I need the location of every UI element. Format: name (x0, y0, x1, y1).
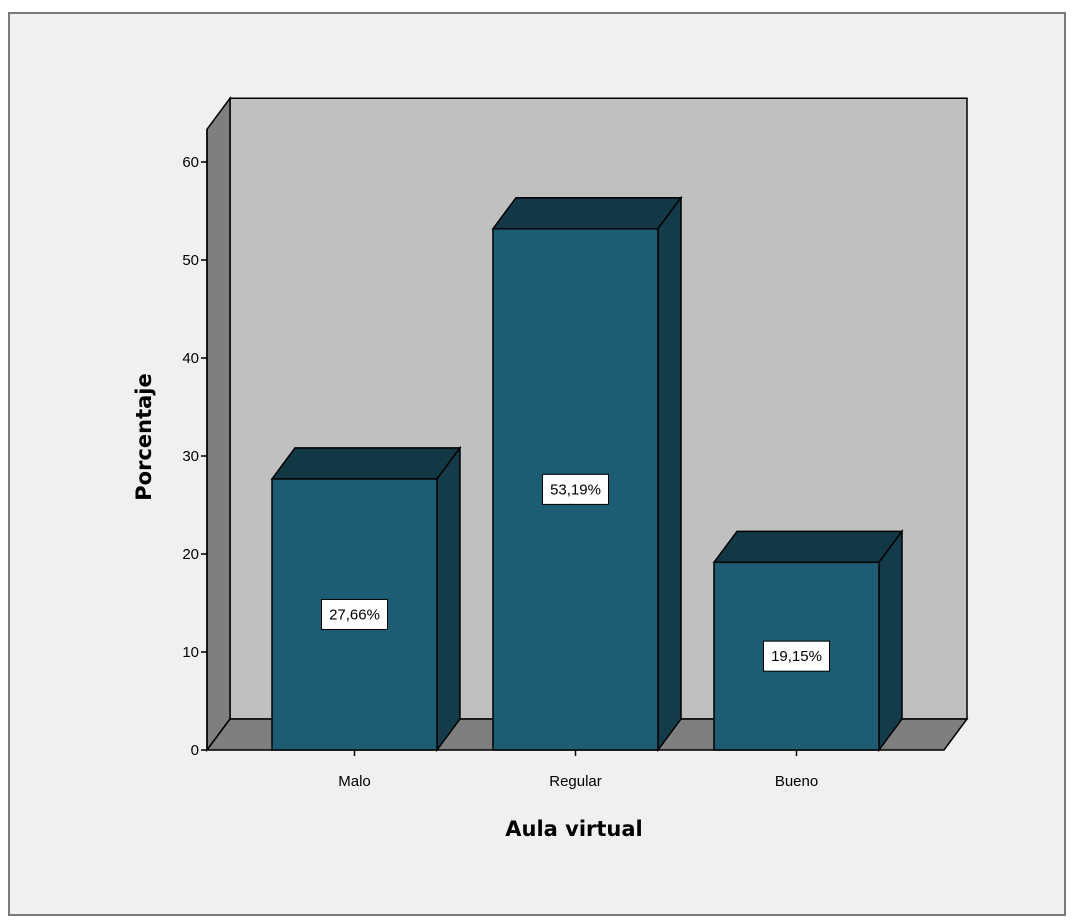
bar-top-regular (491, 196, 683, 230)
data-label-box (321, 598, 388, 630)
y-tick-label: 50 (182, 252, 199, 269)
x-tick-label: Regular (549, 773, 602, 790)
y-tick-label: 10 (182, 644, 199, 661)
data-label-box (542, 473, 609, 505)
side-wall (206, 96, 231, 753)
y-tick-label: 40 (182, 350, 199, 367)
x-tick-label: Malo (338, 773, 371, 790)
y-axis-title: Porcentaje (132, 373, 156, 500)
data-label: 27,66% (329, 606, 380, 623)
bar-top-malo (270, 447, 462, 480)
data-label-box (763, 640, 830, 672)
y-tick-label: 0 (191, 742, 199, 759)
bar-side-regular (657, 195, 682, 753)
bar-side-malo (436, 445, 461, 753)
x-tick-label: Bueno (775, 773, 818, 790)
x-axis-title: Aula virtual (505, 817, 642, 841)
y-tick-label: 30 (182, 448, 199, 465)
bar-side-bueno (878, 529, 903, 753)
bar-top-bueno (712, 530, 904, 564)
data-label: 19,15% (771, 648, 822, 665)
data-label: 53,19% (550, 481, 601, 498)
y-tick-label: 20 (182, 546, 199, 563)
y-tick-label: 60 (182, 154, 199, 171)
bar-malo (271, 478, 438, 751)
